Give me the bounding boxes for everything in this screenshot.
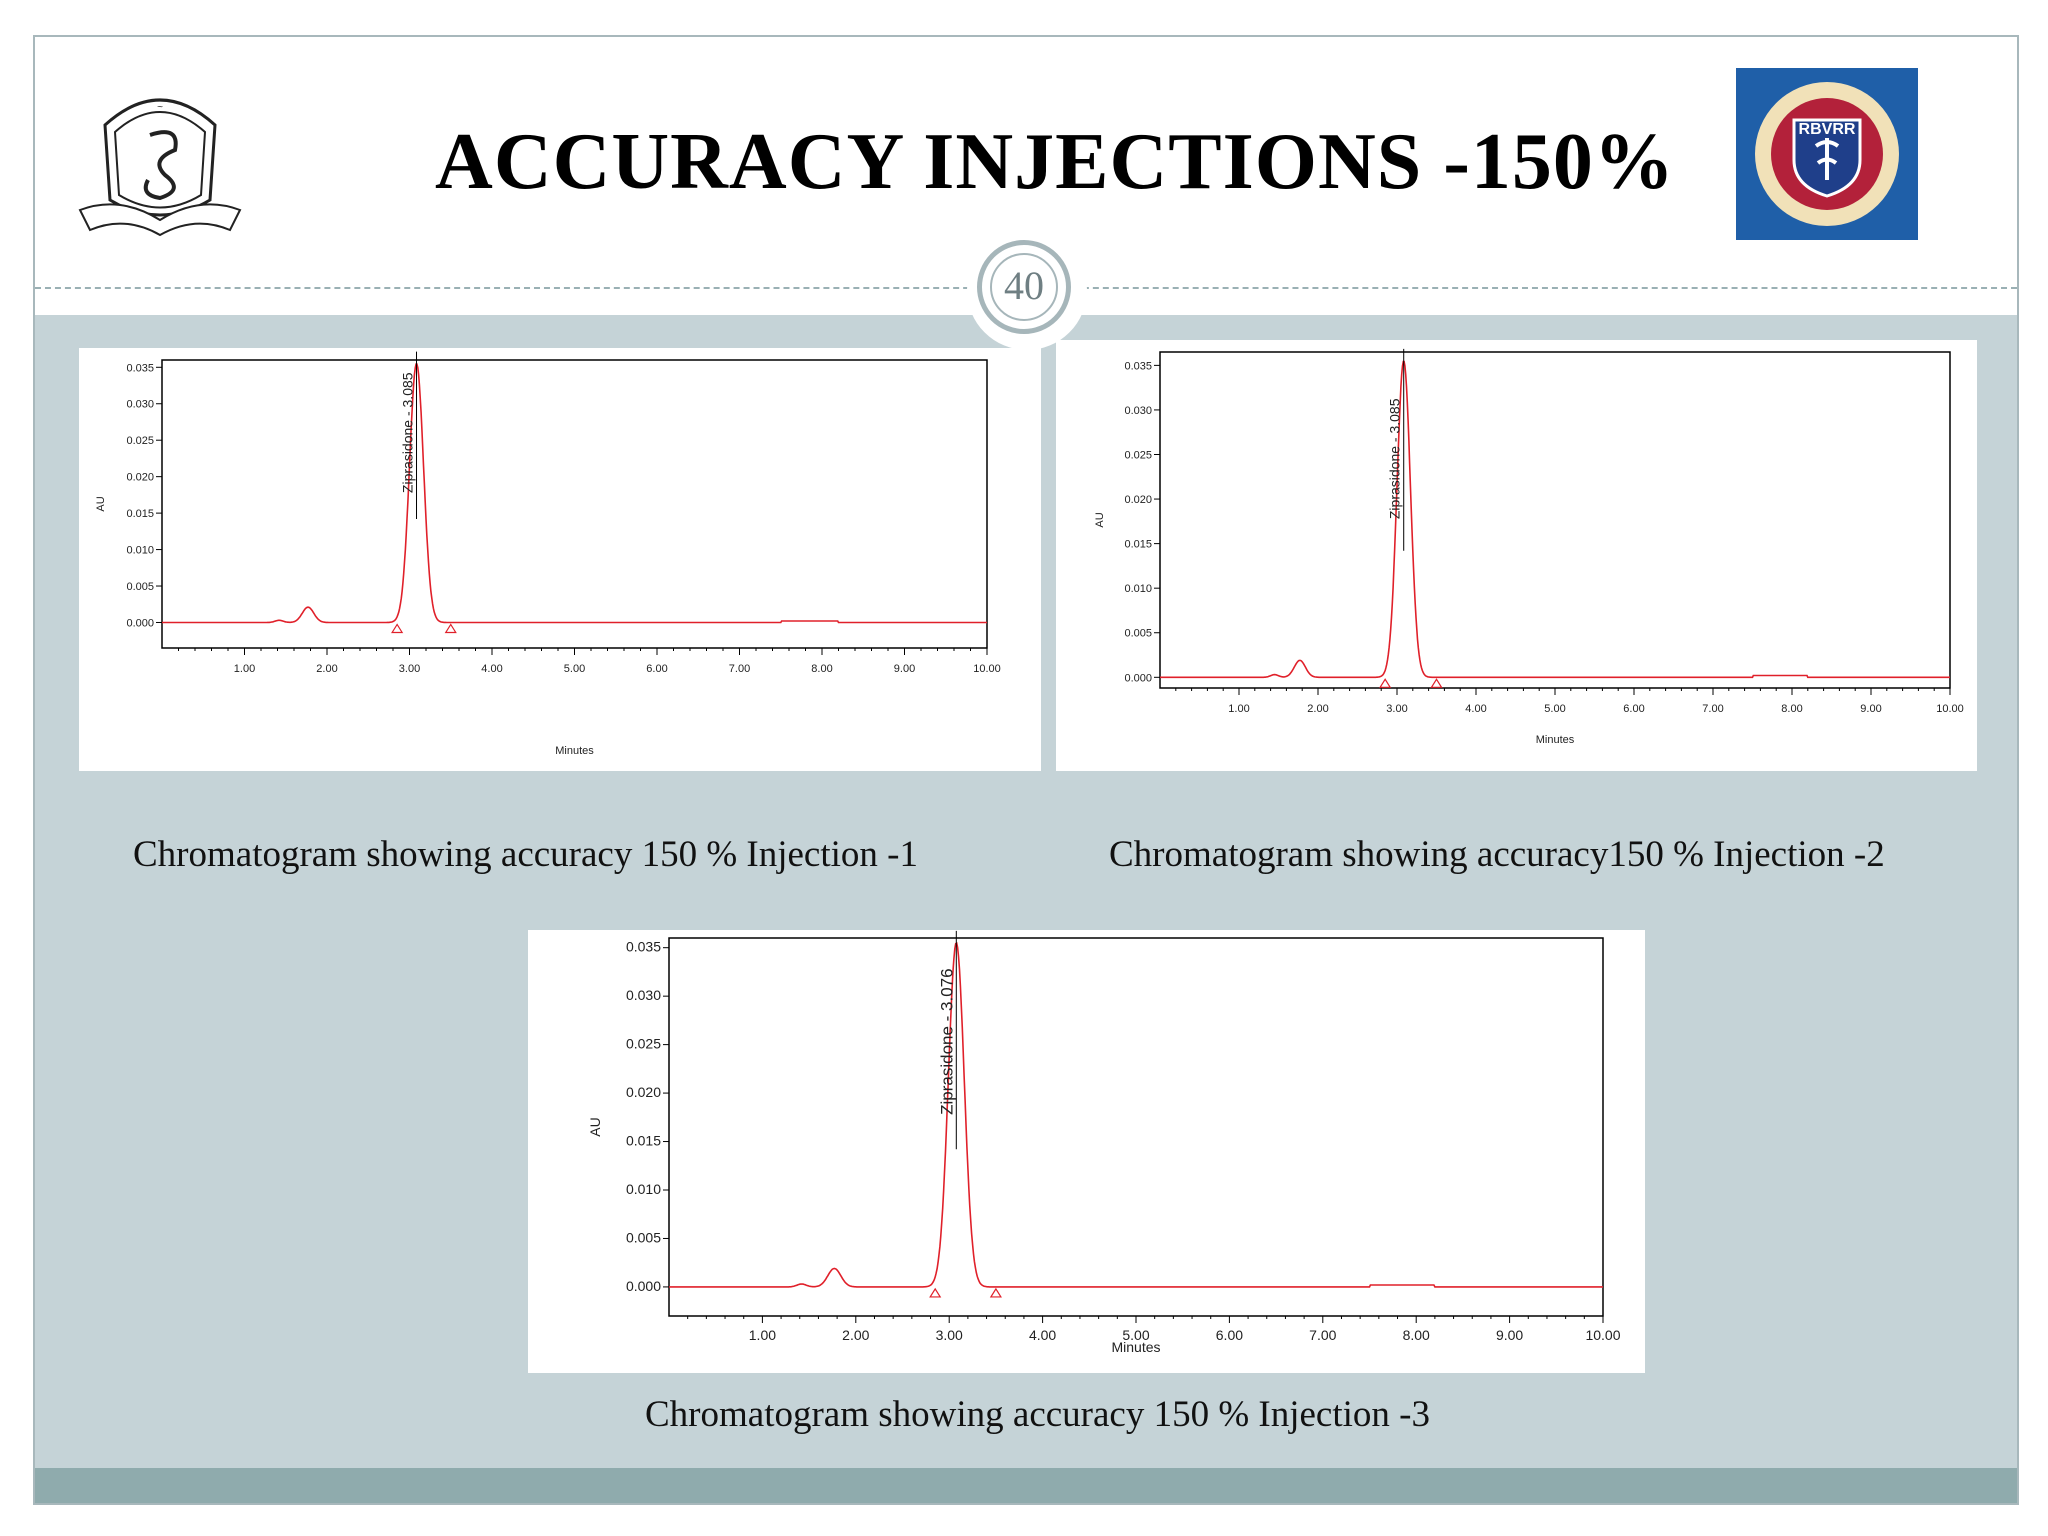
chart-1-panel: 0.000 0.005 0.010 0.015 0.020 0.025 0.030 0.035… (79, 348, 1041, 771)
slide-number-badge: 40 (977, 240, 1071, 334)
y-tick-label: 0.015 (626, 1133, 661, 1149)
y-tick-label: 0.015 (126, 508, 154, 520)
chart-3-panel: 0.000 0.005 0.010 0.015 0.020 0.025 0.030 0.035… (528, 930, 1645, 1373)
peak-label: Ziprasidone - 3.085 (1387, 398, 1403, 519)
y-tick-label: 0.020 (1124, 494, 1152, 506)
x-axis-label: Minutes (1536, 734, 1575, 746)
integration-marker (929, 1287, 942, 1298)
chart-2-panel: 0.000 0.005 0.010 0.015 0.020 0.025 0.030 0.035… (1056, 340, 1977, 771)
x-tick-label: 10.00 (1936, 703, 1964, 715)
y-tick-label: 0.020 (626, 1084, 661, 1100)
footer-bar (35, 1468, 2017, 1503)
y-tick-label: 0.035 (126, 362, 154, 374)
y-tick-label: 0.030 (126, 399, 154, 411)
x-tick-label: 1.00 (234, 663, 255, 675)
x-tick-label: 5.00 (1122, 1327, 1149, 1343)
x-tick-label: 8.00 (1781, 703, 1802, 715)
integration-marker (989, 1287, 1002, 1298)
y-axis-label: AU (1094, 512, 1106, 527)
caption-injection-3: Chromatogram showing accuracy 150 % Inje… (645, 1394, 1430, 1435)
y-tick-label: 0.005 (626, 1229, 661, 1245)
y-axis-label: AU (95, 496, 107, 511)
rbvrr-logo-text: RBVRR (1799, 121, 1856, 138)
x-tick-label: 7.00 (729, 663, 750, 675)
slide-number: 40 (990, 253, 1058, 321)
x-tick-label: 8.00 (1403, 1327, 1430, 1343)
y-tick-label: 0.035 (1124, 360, 1152, 372)
x-tick-label: 9.00 (1860, 703, 1881, 715)
x-tick-label: 5.00 (564, 663, 585, 675)
y-tick-label: 0.010 (626, 1181, 661, 1197)
x-tick-label: 6.00 (1623, 703, 1644, 715)
peak-label: Ziprasidone - 3.085 (400, 372, 416, 493)
x-tick-label: 2.00 (1307, 703, 1328, 715)
x-tick-label: 6.00 (1216, 1327, 1243, 1343)
chromatogram-injection-2: 0.000 0.005 0.010 0.015 0.020 0.025 0.030 0.035… (1094, 348, 1964, 746)
page-title: ACCURACY INJECTIONS -150% (435, 118, 1675, 206)
chromatogram-injection-1: 0.000 0.005 0.010 0.015 0.020 0.025 0.030 0.035… (95, 351, 1001, 757)
x-tick-label: 3.00 (936, 1327, 963, 1343)
caption-injection-2: Chromatogram showing accuracy150 % Injec… (1109, 834, 1885, 875)
x-axis-label: Minutes (555, 745, 594, 757)
x-tick-label: 3.00 (1386, 703, 1407, 715)
caption-injection-1: Chromatogram showing accuracy 150 % Inje… (133, 834, 918, 875)
x-axis-label: Minutes (1111, 1339, 1160, 1355)
osmania-university-logo: ~ (70, 80, 250, 245)
x-tick-label: 4.00 (481, 663, 502, 675)
y-tick-label: 0.010 (126, 545, 154, 557)
y-tick-label: 0.030 (626, 987, 661, 1003)
integration-marker (391, 623, 404, 634)
x-tick-label: 10.00 (973, 663, 1001, 675)
slide-frame: ~ ACCURACY INJECTIONS -150% RBVRR 0.000 0… (33, 35, 2019, 1505)
plot-frame (1159, 351, 1951, 689)
content-area: 0.000 0.005 0.010 0.015 0.020 0.025 0.030 0.035… (35, 315, 2017, 1468)
x-tick-label: 1.00 (1228, 703, 1249, 715)
plot-frame (161, 359, 988, 649)
y-axis-label: AU (587, 1117, 603, 1136)
y-tick-label: 0.000 (626, 1278, 661, 1294)
x-tick-label: 5.00 (1544, 703, 1565, 715)
y-tick-label: 0.010 (1124, 583, 1152, 595)
y-tick-label: 0.025 (1124, 449, 1152, 461)
y-tick-label: 0.020 (126, 472, 154, 484)
plot-frame (668, 937, 1604, 1317)
x-tick-label: 9.00 (1496, 1327, 1523, 1343)
chromatogram-injection-3: 0.000 0.005 0.010 0.015 0.020 0.025 0.030 0.035… (587, 930, 1621, 1355)
y-tick-label: 0.035 (626, 939, 661, 955)
rbvrr-college-logo: RBVRR (1736, 68, 1918, 240)
y-tick-label: 0.030 (1124, 405, 1152, 417)
x-tick-label: 7.00 (1309, 1327, 1336, 1343)
x-tick-label: 8.00 (811, 663, 832, 675)
x-tick-label: 10.00 (1585, 1327, 1620, 1343)
integration-marker (444, 623, 457, 634)
x-tick-label: 3.00 (399, 663, 420, 675)
x-tick-label: 7.00 (1702, 703, 1723, 715)
chromatogram-trace (1160, 360, 1950, 679)
x-tick-label: 2.00 (842, 1327, 869, 1343)
peak-label: Ziprasidone - 3.076 (937, 968, 956, 1114)
y-tick-label: 0.025 (126, 435, 154, 447)
y-tick-label: 0.000 (1124, 672, 1152, 684)
y-tick-label: 0.005 (1124, 628, 1152, 640)
y-tick-label: 0.025 (626, 1036, 661, 1052)
x-tick-label: 2.00 (316, 663, 337, 675)
y-tick-label: 0.015 (1124, 539, 1152, 551)
chromatogram-trace (669, 942, 1603, 1288)
integration-marker (1430, 678, 1443, 688)
svg-text:~: ~ (157, 102, 163, 113)
slide-header: ~ ACCURACY INJECTIONS -150% RBVRR (35, 37, 2017, 290)
integration-marker (1379, 678, 1392, 688)
x-tick-label: 6.00 (646, 663, 667, 675)
x-tick-label: 1.00 (749, 1327, 776, 1343)
y-tick-label: 0.000 (126, 617, 154, 629)
x-tick-label: 4.00 (1465, 703, 1486, 715)
x-tick-label: 4.00 (1029, 1327, 1056, 1343)
x-tick-label: 9.00 (894, 663, 915, 675)
y-tick-label: 0.005 (126, 581, 154, 593)
chromatogram-trace (162, 363, 987, 624)
